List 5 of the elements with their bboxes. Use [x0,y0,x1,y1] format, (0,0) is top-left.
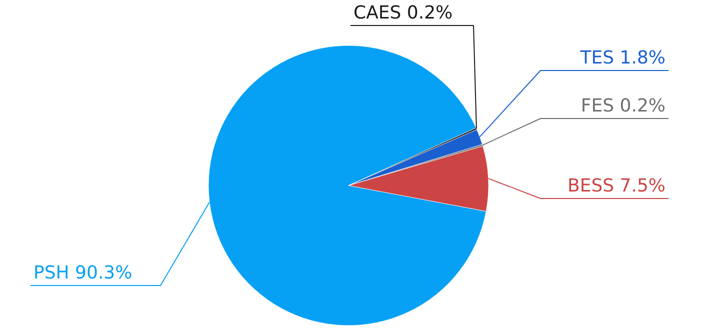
slice-label: TES 1.8% [579,48,666,68]
slice-label: BESS 7.5% [567,176,666,196]
slice-label: PSH 90.3% [34,262,132,284]
slice-label: FES 0.2% [580,96,666,116]
slice-label: CAES 0.2% [354,2,453,24]
